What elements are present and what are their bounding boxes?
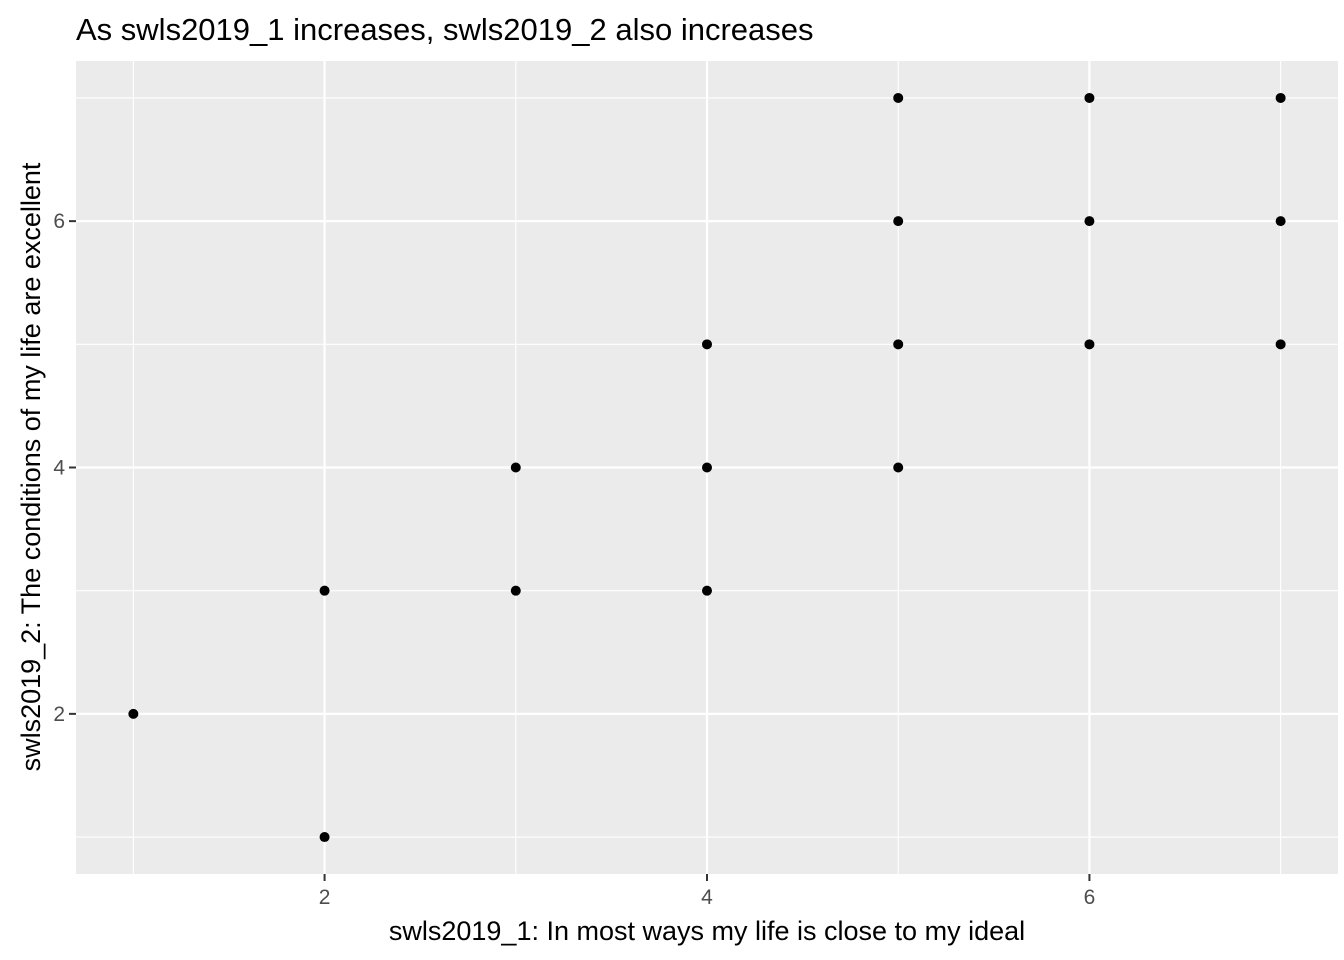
y-axis-ticks: 2 4 6 [53, 210, 76, 726]
data-point [1084, 216, 1095, 227]
y-tick-label: 2 [53, 703, 65, 726]
data-point [1084, 92, 1095, 103]
data-point [128, 708, 139, 719]
data-point [1084, 339, 1095, 350]
data-point [893, 92, 904, 103]
y-axis-label: swls2019_2: The conditions of my life ar… [16, 162, 46, 771]
data-points [128, 92, 1286, 843]
data-point [1275, 216, 1286, 227]
data-point [319, 585, 330, 596]
data-point [893, 339, 904, 350]
data-point [510, 462, 521, 473]
chart-title: As swls2019_1 increases, swls2019_2 also… [76, 12, 814, 47]
x-axis-ticks: 2 4 6 [319, 874, 1096, 909]
data-point [1275, 339, 1286, 350]
data-point [893, 462, 904, 473]
data-point [702, 462, 712, 473]
x-tick-label: 2 [319, 886, 331, 909]
y-tick-label: 6 [53, 210, 65, 233]
x-axis-label: swls2019_1: In most ways my life is clos… [389, 916, 1025, 946]
data-point [1275, 92, 1286, 103]
x-tick-label: 4 [701, 886, 713, 909]
data-point [319, 832, 330, 843]
data-point [510, 585, 521, 596]
data-point [893, 216, 904, 227]
y-tick-label: 4 [53, 457, 65, 480]
data-point [702, 339, 712, 350]
data-point [702, 585, 712, 596]
x-tick-label: 6 [1084, 886, 1096, 909]
